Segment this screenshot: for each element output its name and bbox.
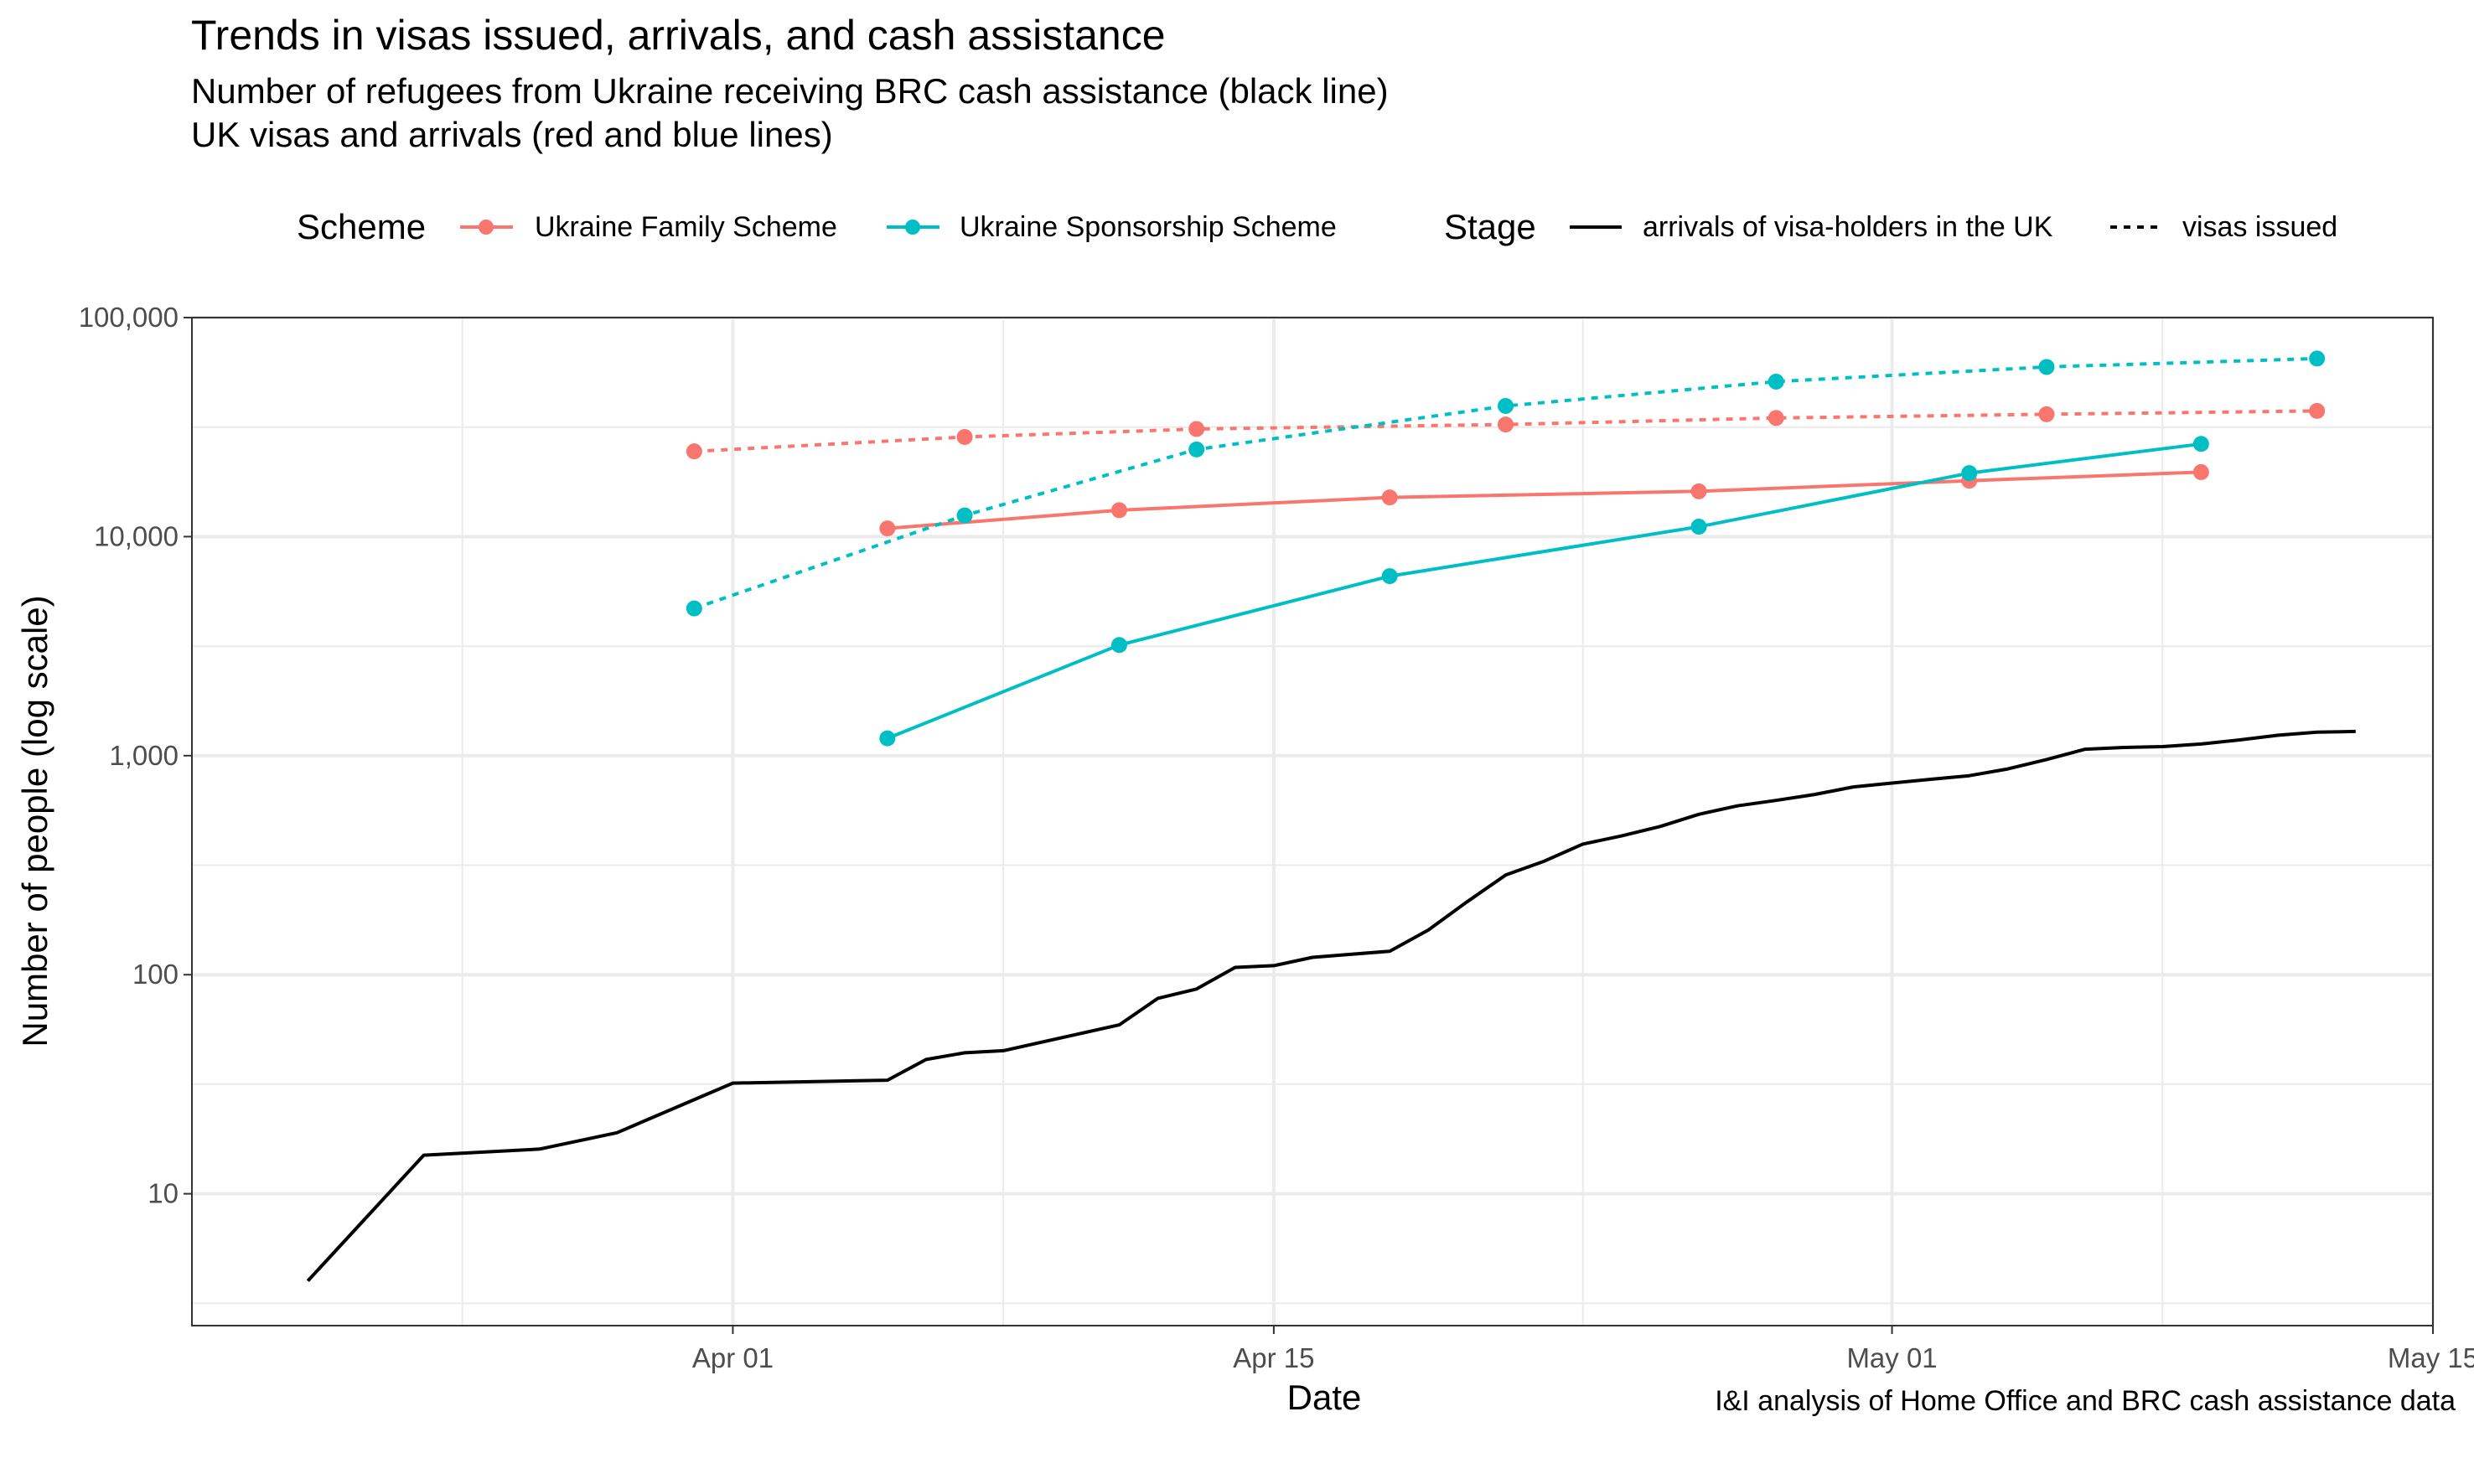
series-point-3	[1690, 519, 1707, 535]
x-tick-label: May 15	[2388, 1342, 2474, 1373]
y-tick-label: 100,000	[79, 302, 179, 333]
chart-subtitle-line-1: Number of refugees from Ukraine receivin…	[191, 71, 1389, 111]
series-point-0	[1498, 416, 1514, 433]
series-point-0	[1768, 410, 1784, 427]
legend-label-family-scheme: Ukraine Family Scheme	[535, 211, 837, 243]
y-tick-label: 1,000	[109, 740, 179, 771]
series-point-2	[1188, 441, 1205, 458]
series-point-2	[956, 507, 973, 524]
legend-key-sponsorship-scheme-point	[905, 220, 920, 235]
chart-caption: I&I analysis of Home Office and BRC cash…	[1715, 1385, 2456, 1417]
series-point-2	[2309, 350, 2326, 367]
x-tick-label: Apr 01	[692, 1342, 774, 1373]
series-point-1	[2192, 463, 2209, 480]
series-point-2	[686, 600, 702, 617]
series-point-3	[1961, 465, 1978, 482]
axis-layer: Apr 01 Apr 15 May 01 May 15 10 100 1,000 10,000…	[79, 302, 2474, 1373]
legend-key-family-scheme-point	[479, 220, 494, 235]
legend-keys	[460, 220, 2162, 235]
y-axis-title: Number of people (log scale)	[15, 595, 54, 1047]
x-axis-title: Date	[1287, 1378, 1362, 1417]
legend-label-visas-issued: visas issued	[2182, 211, 2338, 243]
plot-panel-border	[191, 317, 2434, 1326]
series-point-1	[879, 520, 896, 537]
y-tick-label: 10,000	[94, 520, 179, 551]
series-layer	[306, 350, 2356, 1282]
legend-scheme-title: Scheme	[297, 207, 427, 246]
series-line-3	[887, 442, 2202, 740]
series-point-3	[1110, 637, 1127, 654]
series-point-3	[879, 730, 896, 747]
series-point-0	[2038, 406, 2055, 422]
series-point-0	[2309, 402, 2326, 419]
x-tick-label: May 01	[1846, 1342, 1937, 1373]
series-point-0	[956, 429, 973, 446]
legend-stage-title: Stage	[1444, 207, 1536, 246]
x-tick-label: Apr 15	[1233, 1342, 1314, 1373]
series-point-3	[2192, 436, 2209, 452]
legend-label-sponsorship-scheme: Ukraine Sponsorship Scheme	[960, 211, 1337, 243]
series-point-0	[1188, 421, 1205, 437]
series-point-2	[2038, 359, 2055, 375]
legend-label-arrivals: arrivals of visa-holders in the UK	[1643, 211, 2053, 243]
y-tick-label: 10	[148, 1178, 179, 1209]
series-point-0	[686, 443, 702, 460]
series-point-1	[1110, 502, 1127, 519]
series-point-1	[1381, 489, 1398, 506]
chart-subtitle-line-2: UK visas and arrivals (red and blue line…	[191, 115, 833, 154]
series-point-3	[1381, 568, 1398, 585]
chart-title: Trends in visas issued, arrivals, and ca…	[191, 12, 1166, 59]
series-point-1	[1690, 483, 1707, 499]
series-point-2	[1498, 397, 1514, 414]
plot-panel-background	[192, 318, 2433, 1326]
series-line-4	[306, 729, 2356, 1282]
grid-layer	[192, 316, 2435, 1326]
y-tick-label: 100	[132, 959, 179, 990]
series-point-2	[1768, 373, 1784, 390]
series-line-1	[887, 470, 2202, 530]
